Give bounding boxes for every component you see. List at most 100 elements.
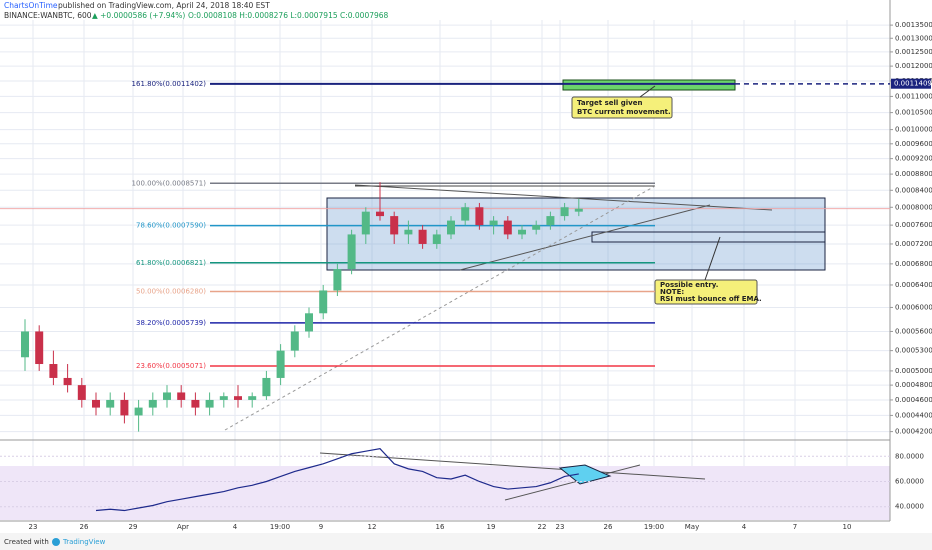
candle-body — [376, 211, 384, 217]
y-tick-label: 0.0008000 — [895, 203, 932, 211]
rsi-line — [95, 448, 579, 512]
y-tick-label: 0.0010500 — [895, 109, 932, 117]
price-label-box — [891, 78, 931, 89]
rsi-band — [0, 466, 890, 520]
candle-body — [418, 229, 427, 244]
trend-line — [354, 184, 773, 211]
candle-body — [475, 207, 484, 226]
annotation: BTC current movement. — [577, 108, 671, 116]
candle-body — [248, 396, 257, 400]
x-tick-label: May — [685, 523, 699, 531]
candle-body — [518, 229, 526, 235]
candle-body — [361, 211, 370, 235]
y-tick-label: 0.0013500 — [895, 21, 932, 29]
candle-body — [290, 331, 299, 351]
candle-body — [163, 392, 171, 400]
y-tick-label: 0.0005000 — [895, 367, 932, 375]
y-tick-label: 0.0005300 — [895, 347, 932, 355]
candle-body — [63, 377, 72, 386]
y-tick-label: 0.0006800 — [895, 260, 932, 268]
rsi-trend-line — [319, 452, 706, 480]
y-tick-label: 0.0004200 — [895, 428, 932, 436]
x-tick-label: 23 — [556, 523, 565, 531]
annotation-pointer — [639, 85, 656, 98]
candle-body — [489, 220, 498, 226]
annotation: NOTE: — [660, 288, 684, 296]
candle-body — [219, 396, 228, 400]
annotation: Target sell given — [577, 99, 642, 107]
candle-body — [134, 407, 143, 416]
candle-body — [120, 399, 129, 416]
candle-body — [191, 399, 200, 408]
x-tick-label: 12 — [368, 523, 377, 531]
x-tick-label: 19:00 — [644, 523, 664, 531]
candle-body — [404, 229, 413, 235]
y-tick-label: 0.0005600 — [895, 327, 932, 335]
x-tick-label: 4 — [233, 523, 238, 531]
x-tick-label: 4 — [742, 523, 747, 531]
candle-body — [92, 399, 100, 408]
annotation: Possible entry. — [660, 281, 718, 289]
entry-box — [591, 231, 826, 243]
x-tick-label: 29 — [129, 523, 138, 531]
fib-label: 38.20%(0.0005739) — [136, 319, 206, 327]
y-tick-label: 0.0007600 — [895, 221, 932, 229]
candle-body — [560, 207, 569, 217]
candle-body — [447, 220, 455, 235]
y-tick-label: 0.0004600 — [895, 396, 932, 404]
candle-body — [262, 377, 271, 397]
candle-body — [461, 207, 470, 221]
annotation: RSI must bounce off EMA. — [660, 295, 762, 303]
y-tick-label: 0.0009600 — [895, 140, 932, 148]
x-tick-label: 10 — [843, 523, 852, 531]
fib-label: 100.00%(0.0008571) — [132, 179, 207, 187]
x-tick-label: Apr — [177, 523, 189, 531]
fib-label: 161.80%(0.0011402) — [132, 80, 207, 88]
candle-body — [546, 216, 555, 226]
brand-logo — [52, 538, 60, 546]
x-tick-label: 9 — [319, 523, 323, 531]
y-tick-label: 0.0012000 — [895, 62, 932, 70]
annotation-pointer — [704, 236, 721, 281]
y-tick-label: 0.0004800 — [895, 381, 932, 389]
fib-label: 78.60%(0.0007590) — [136, 222, 206, 230]
annotation-box — [571, 96, 673, 119]
ohlc: O:0.0008108 H:0.0008276 L:0.0007915 C:0.… — [188, 11, 389, 20]
candle-body — [333, 269, 342, 291]
change: ▲ +0.0000586 (+7.94%) — [92, 11, 185, 20]
candle-body — [574, 208, 583, 212]
fib-label: 50.00%(0.0006280) — [136, 288, 206, 296]
x-tick-label: 26 — [80, 523, 89, 531]
candle-body — [205, 399, 214, 408]
rsi-tick-label: 80.0000 — [895, 452, 924, 460]
candle-body — [319, 290, 328, 314]
candle-body — [21, 331, 29, 358]
candle-body — [35, 331, 44, 365]
y-tick-label: 0.0004400 — [895, 411, 932, 419]
candle-body — [49, 364, 58, 378]
footer-brand[interactable]: TradingView — [62, 538, 106, 546]
y-tick-label: 0.0012500 — [895, 48, 932, 56]
symbol: BINANCE:WANBTC, 600 — [4, 11, 92, 20]
candle-body — [503, 220, 512, 235]
candle-body — [432, 234, 441, 244]
y-tick-label: 0.0006400 — [895, 281, 932, 289]
candle-body — [347, 234, 356, 270]
trend-line — [459, 204, 711, 271]
x-tick-label: 19 — [487, 523, 496, 531]
y-tick-label: 0.0013000 — [895, 34, 932, 42]
rsi-triangle — [558, 464, 612, 485]
candle-body — [390, 216, 399, 235]
y-tick-label: 0.0010000 — [895, 126, 932, 134]
price-label: 0.0011409 — [894, 80, 932, 88]
y-tick-label: 0.0008800 — [895, 170, 932, 178]
fib-label: 23.60%(0.0005071) — [136, 362, 206, 370]
candle-body — [177, 392, 186, 400]
candle-body — [532, 225, 541, 230]
candle-body — [106, 399, 115, 408]
footer-text: Created with — [4, 538, 49, 546]
x-tick-label: 16 — [436, 523, 445, 531]
candle-body — [148, 399, 157, 408]
